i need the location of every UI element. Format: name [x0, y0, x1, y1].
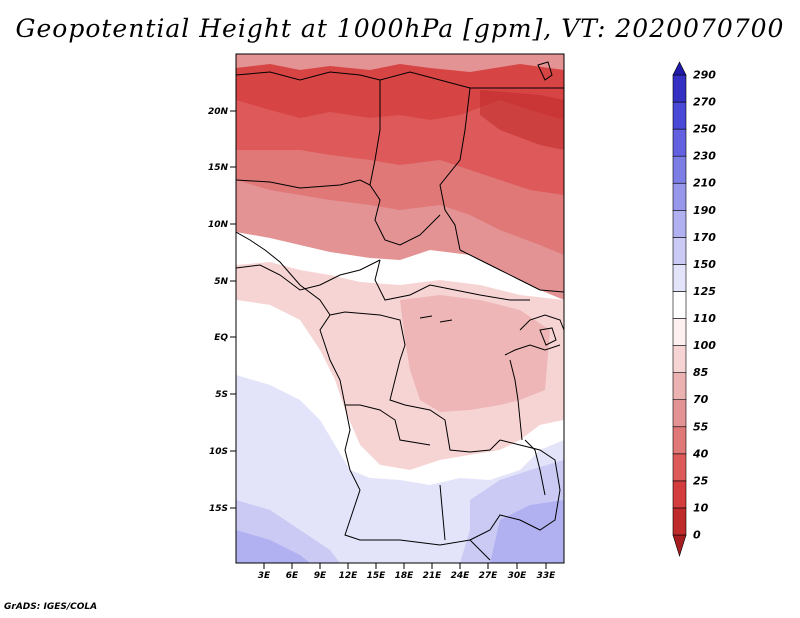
colorbar-segment: [672, 372, 687, 401]
colorbar-label: 85: [693, 366, 709, 379]
lat-label: 20N: [208, 107, 229, 117]
colorbar-segment: [672, 74, 687, 103]
field-band-110: [236, 300, 564, 485]
lat-label: 15N: [208, 163, 229, 173]
colorbar-label: 150: [693, 258, 716, 271]
lon-label: 30E: [508, 571, 528, 581]
colorbar-segment: [672, 426, 687, 455]
lat-label: 10N: [208, 220, 229, 230]
lon-label: 18E: [395, 571, 415, 581]
field-band-85b: [400, 295, 550, 412]
colorbar-segment: [672, 480, 687, 509]
colorbar-label: 210: [693, 177, 716, 190]
colorbar-label: 230: [693, 150, 716, 163]
colorbar-label: 100: [693, 339, 716, 352]
lat-label: 10S: [209, 447, 228, 457]
colorbar-segment: [672, 61, 687, 76]
colorbar-segment: [672, 264, 687, 292]
field-band-light-north: [236, 54, 564, 72]
coastline: [236, 231, 351, 471]
colorbar-segment: [672, 534, 687, 558]
map-frame: [235, 53, 565, 564]
colorbar-segment: [672, 318, 687, 346]
colorbar-segment: [672, 237, 687, 265]
colorbar-label: 25: [693, 474, 709, 487]
colorbar-label: 55: [693, 420, 709, 433]
colorbar-label: 110: [693, 312, 716, 325]
colorbar-segment: [672, 128, 687, 157]
colorbar-segment: [672, 399, 687, 428]
lon-label: 6E: [286, 571, 299, 581]
lon-label: 21E: [423, 571, 443, 581]
lon-label: 27E: [479, 571, 499, 581]
field-band-dark: [480, 90, 564, 150]
colorbar: 0 10 25 40 55 70 85 100 110 125 150 170 190 210 230 250…: [672, 61, 716, 558]
lon-label: 9E: [314, 571, 327, 581]
colorbar-label: 170: [693, 231, 716, 244]
lon-label: 24E: [451, 571, 471, 581]
map-panel: [236, 54, 564, 563]
longitude-axis: 3E 6E 9E 12E 15E 18E 21E 24E 27E 30E 33E: [258, 563, 556, 581]
lon-label: 33E: [537, 571, 557, 581]
colorbar-label: 125: [693, 285, 716, 298]
lat-label: 15S: [209, 504, 228, 514]
credit-text: GrADS: IGES/COLA: [4, 602, 98, 612]
lon-label: 12E: [339, 571, 359, 581]
colorbar-segment: [672, 291, 687, 319]
colorbar-segment: [672, 155, 687, 184]
colorbar-segment: [672, 345, 687, 373]
colorbar-segment: [672, 453, 687, 482]
lon-label: 15E: [367, 571, 387, 581]
colorbar-segment: [672, 182, 687, 211]
colorbar-label: 250: [693, 123, 716, 136]
colorbar-segment: [672, 101, 687, 130]
chart-title: Geopotential Height at 1000hPa [gpm], VT…: [15, 14, 785, 43]
colorbar-label: 0: [693, 529, 701, 542]
field-band-190b: [490, 500, 564, 563]
colorbar-label: 70: [693, 393, 709, 406]
colorbar-label: 290: [693, 69, 716, 82]
colorbar-label: 270: [693, 96, 716, 109]
lat-label: EQ: [214, 333, 228, 343]
lat-label: 5S: [215, 390, 228, 400]
colorbar-segment: [672, 209, 687, 238]
lat-label: 5N: [214, 277, 228, 287]
lakes: [419, 61, 557, 496]
colorbar-label: 40: [692, 447, 709, 460]
colorbar-label: 10: [693, 501, 709, 514]
latitude-axis: 20N 15N 10N 5N EQ 5S 10S 15S: [208, 107, 236, 514]
field-band-190: [236, 530, 310, 563]
colorbar-segment: [672, 507, 687, 536]
colorbar-label: 190: [693, 204, 716, 217]
lon-label: 3E: [258, 571, 271, 581]
